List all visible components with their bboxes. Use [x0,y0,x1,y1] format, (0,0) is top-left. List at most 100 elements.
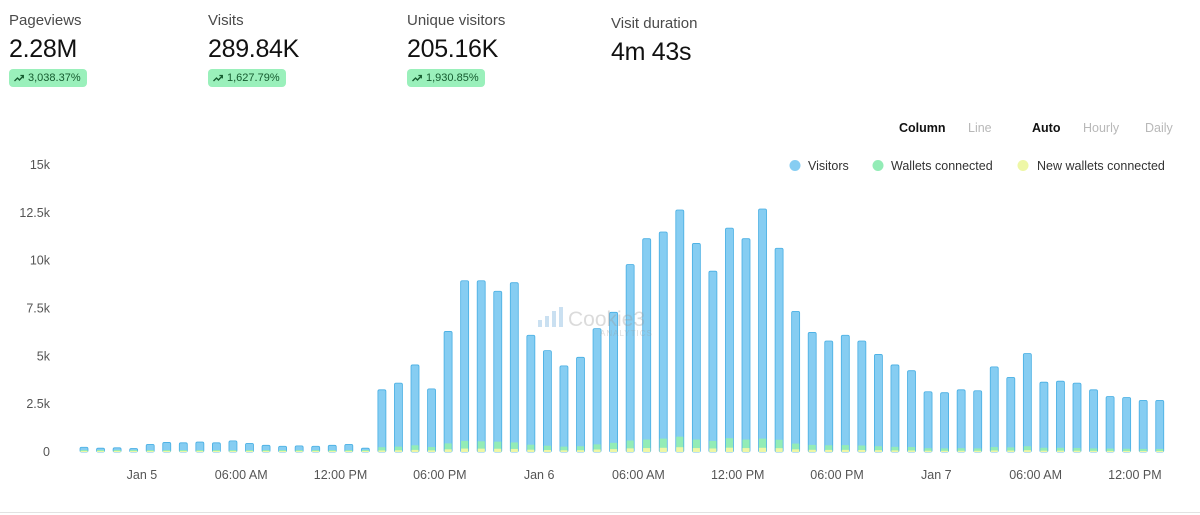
bar-visitors [956,389,966,453]
bar-group[interactable] [1138,399,1148,453]
bar-group[interactable] [625,264,635,453]
bar-visitors [543,350,552,453]
bar-visitors [1006,376,1016,453]
bar-group[interactable] [658,231,668,453]
bar-group[interactable] [344,443,354,453]
bar-group[interactable] [907,370,916,453]
bar-group[interactable] [1122,397,1132,453]
bar-group[interactable] [245,442,254,453]
bar-group[interactable] [476,280,486,453]
granularity-daily-button[interactable]: Daily [1145,121,1173,135]
bar-new-wallets-connected [874,450,882,452]
bar-group[interactable] [509,282,519,453]
stat-label: Unique visitors [407,12,506,29]
granularity-hourly-button[interactable]: Hourly [1083,121,1120,135]
bar-group[interactable] [758,208,767,453]
bar-group[interactable] [543,350,552,453]
legend-label-visitors: Visitors [808,159,849,173]
bar-visitors [493,290,503,453]
bar-group[interactable] [642,238,652,453]
bar-group[interactable] [178,442,188,453]
bar-group[interactable] [228,440,238,453]
bar-visitors [1056,380,1065,453]
bar-group[interactable] [1039,381,1049,453]
bar-group[interactable] [195,441,205,453]
stat-visit-duration: Visit duration 4m 43s [611,15,697,67]
bar-wallets-connected [709,440,717,452]
bar-group[interactable] [443,331,453,453]
bar-visitors [592,328,602,453]
legend-item-visitors[interactable]: Visitors [789,159,849,173]
legend-item-new-wallets-connected[interactable]: New wallets connected [1017,159,1165,173]
bar-visitors [774,247,784,453]
bar-visitors [410,364,420,453]
bar-group[interactable] [460,280,470,453]
bar-group[interactable] [493,290,503,453]
legend-item-wallets-connected[interactable]: Wallets connected [872,159,993,173]
bar-group[interactable] [211,442,221,453]
bar-group[interactable] [377,389,387,453]
bar-group[interactable] [874,354,883,453]
bar-group[interactable] [1105,396,1115,453]
bar-group[interactable] [592,328,602,453]
bar-group[interactable] [609,311,618,453]
bar-group[interactable] [576,356,585,453]
bar-group[interactable] [360,447,370,453]
bar-group[interactable] [1155,399,1165,453]
y-tick-label: 5k [37,349,51,363]
bar-wallets-connected [576,446,585,452]
bar-group[interactable] [261,444,271,453]
chart-type-column-button[interactable]: Column [899,121,946,135]
bar-group[interactable] [807,332,817,453]
bar-group[interactable] [890,364,900,453]
bar-new-wallets-connected [113,451,121,452]
bar-new-wallets-connected [461,448,469,452]
legend-label-wallets: Wallets connected [891,159,993,173]
bar-group[interactable] [940,392,949,453]
bar-group[interactable] [559,365,569,453]
bar-new-wallets-connected [593,449,601,452]
bar-group[interactable] [526,334,536,453]
bar-group[interactable] [725,227,734,453]
bar-group[interactable] [410,364,420,453]
bar-group[interactable] [327,444,337,453]
bar-group[interactable] [708,270,718,453]
bar-group[interactable] [394,382,403,453]
bar-group[interactable] [1056,380,1065,453]
bar-group[interactable] [162,442,172,453]
bar-group[interactable] [956,389,966,453]
bar-group[interactable] [691,243,701,453]
bar-group[interactable] [79,446,89,453]
bar-group[interactable] [840,334,850,453]
bar-group[interactable] [741,238,751,453]
bar-new-wallets-connected [1073,450,1081,452]
bar-group[interactable] [774,247,784,453]
bar-group[interactable] [973,390,983,453]
bar-new-wallets-connected [1089,450,1098,452]
bar-group[interactable] [791,310,801,453]
watermark-logo-icon [538,307,563,327]
bar-group[interactable] [311,445,321,453]
bar-new-wallets-connected [510,448,518,452]
bar-group[interactable] [1022,353,1032,453]
bar-group[interactable] [1089,389,1098,453]
bar-group[interactable] [294,445,304,453]
bar-group[interactable] [857,340,867,453]
bar-wallets-connected [461,440,469,452]
bar-group[interactable] [145,443,155,453]
bar-group[interactable] [278,445,288,453]
bar-group[interactable] [923,391,933,453]
bar-new-wallets-connected [560,450,568,452]
bar-group[interactable] [1006,376,1016,453]
bar-group[interactable] [989,366,999,453]
bar-group[interactable] [1072,382,1082,453]
bar-group[interactable] [824,340,834,453]
bar-group[interactable] [427,388,436,453]
bar-group[interactable] [96,447,105,453]
granularity-auto-button[interactable]: Auto [1032,121,1061,135]
bar-new-wallets-connected [626,448,634,452]
bar-group[interactable] [129,448,139,453]
bar-group[interactable] [675,209,685,453]
bar-group[interactable] [112,447,122,453]
chart-type-line-button[interactable]: Line [968,121,992,135]
